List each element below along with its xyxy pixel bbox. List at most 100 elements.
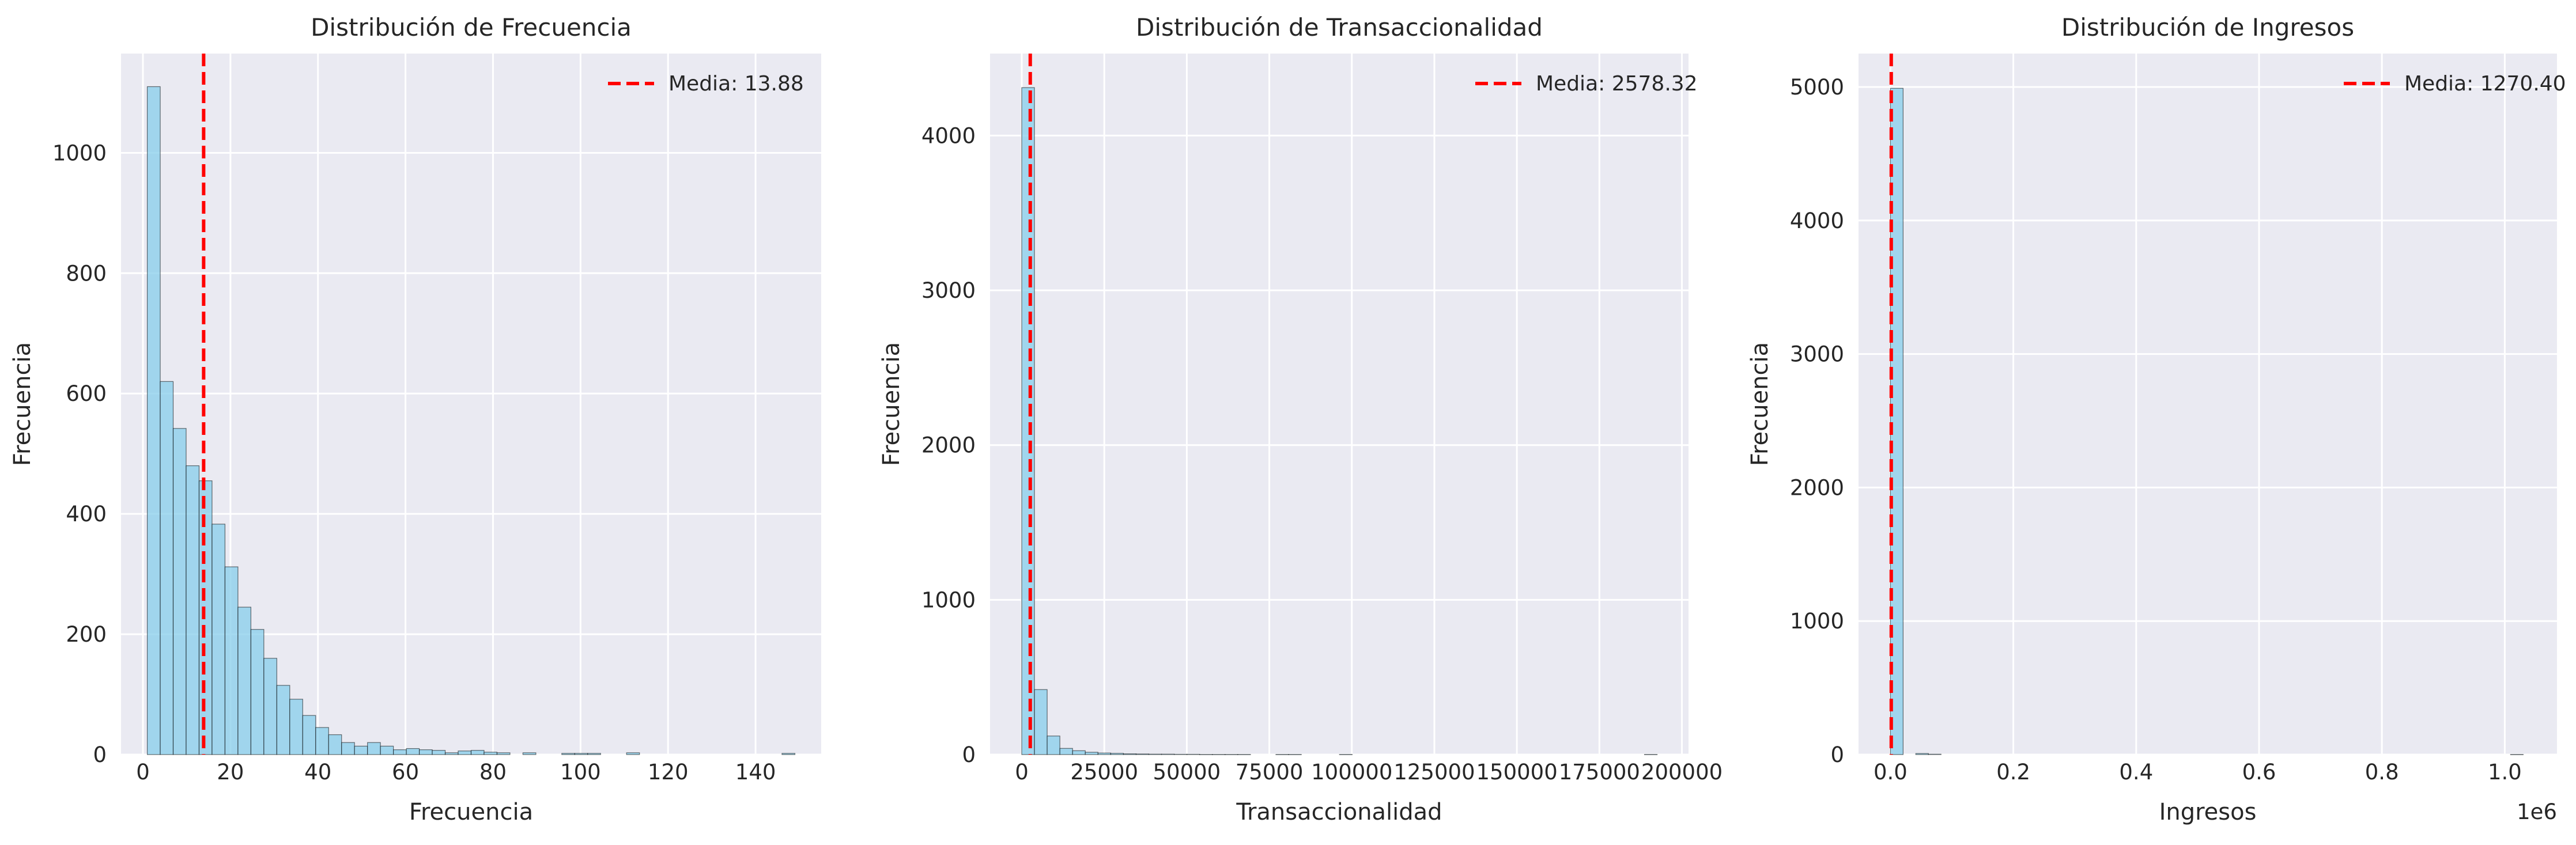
histogram-bar bbox=[1072, 750, 1086, 755]
x-tick-label: 175000 bbox=[1559, 760, 1640, 785]
x-tick-label: 125000 bbox=[1393, 760, 1475, 785]
histogram-bar bbox=[484, 752, 498, 755]
histogram-bar bbox=[1123, 753, 1137, 755]
histogram-bar bbox=[250, 629, 265, 755]
histogram-bar bbox=[160, 381, 174, 755]
y-axis-label: Frecuencia bbox=[9, 342, 36, 466]
y-tick-label: 600 bbox=[66, 381, 107, 406]
histogram-bar bbox=[1161, 753, 1175, 755]
histogram-bar bbox=[380, 745, 394, 755]
y-tick-label: 1000 bbox=[921, 588, 976, 612]
x-tick-label: 40 bbox=[304, 760, 331, 785]
y-tick-label: 1000 bbox=[52, 141, 107, 165]
legend-mean-label: Media: 2578.32 bbox=[1536, 72, 1698, 96]
histogram-bar bbox=[1021, 87, 1035, 755]
histogram-bar bbox=[367, 742, 381, 755]
x-tick-label: 120 bbox=[648, 760, 689, 785]
histogram-bar bbox=[315, 727, 329, 755]
x-axis-label: Frecuencia bbox=[409, 799, 533, 825]
x-tick-label: 1.0 bbox=[2488, 760, 2522, 785]
x-tick-label: 50000 bbox=[1153, 760, 1221, 785]
histogram-bar bbox=[1034, 689, 1048, 755]
y-tick-label: 3000 bbox=[921, 278, 976, 303]
chart-panel-2: Media: 2578.32 0 25000 50000 75000 100000 1250… bbox=[878, 13, 1723, 825]
x-tick-label: 100 bbox=[560, 760, 601, 785]
x-tick-label: 25000 bbox=[1070, 760, 1138, 785]
histogram-bar bbox=[186, 465, 200, 755]
histogram-bar bbox=[574, 753, 588, 755]
x-offset-label: 1e6 bbox=[2517, 799, 2557, 824]
x-tick-label: 20 bbox=[217, 760, 244, 785]
histogram-bar bbox=[1135, 753, 1150, 755]
x-axis-label: Ingresos bbox=[2159, 799, 2257, 825]
histogram-bar bbox=[224, 566, 239, 755]
histogram-bar bbox=[418, 749, 433, 755]
histogram-bar bbox=[587, 753, 601, 755]
y-tick-label: 0 bbox=[93, 742, 107, 767]
histogram-bar bbox=[522, 752, 537, 755]
histogram-bar bbox=[1085, 752, 1098, 755]
histogram-bar bbox=[237, 607, 251, 755]
histogram-bar bbox=[781, 753, 796, 755]
histogram-bar bbox=[561, 753, 575, 755]
x-tick-label: 0 bbox=[1015, 760, 1029, 785]
chart-panel-1: Media: 13.88 0 20 40 60 80 100 120 140 0 200 400 600… bbox=[9, 13, 821, 825]
histogram-bar bbox=[458, 751, 472, 755]
y-tick-label: 0 bbox=[1830, 742, 1844, 767]
y-tick-label: 200 bbox=[66, 622, 107, 647]
histogram-bar bbox=[393, 749, 407, 755]
legend-mean-label: Media: 13.88 bbox=[668, 72, 804, 96]
histogram-bar bbox=[341, 742, 355, 755]
chart-title: Distribución de Transaccionalidad bbox=[1136, 13, 1543, 41]
y-tick-label: 0 bbox=[962, 742, 976, 767]
histogram-bar bbox=[146, 86, 161, 755]
histogram-bar bbox=[172, 428, 187, 755]
histogram-bar bbox=[1110, 753, 1124, 755]
x-tick-label: 0.0 bbox=[1874, 760, 1908, 785]
chart-title: Distribución de Frecuencia bbox=[311, 13, 632, 41]
histogram-bar bbox=[276, 685, 290, 755]
chart-title: Distribución de Ingresos bbox=[2061, 13, 2354, 41]
histogram-bar bbox=[496, 752, 511, 755]
histogram-bar bbox=[626, 752, 640, 755]
x-tick-label: 150000 bbox=[1476, 760, 1558, 785]
y-tick-label: 1000 bbox=[1790, 609, 1844, 634]
x-tick-label: 0.6 bbox=[2242, 760, 2276, 785]
histogram-bar bbox=[198, 480, 213, 755]
histogram-bar bbox=[432, 750, 446, 755]
histogram-bar bbox=[1174, 753, 1188, 755]
plot-area bbox=[1859, 54, 2557, 755]
histogram-bar bbox=[328, 734, 342, 755]
y-tick-label: 4000 bbox=[921, 123, 976, 148]
chart-panel-3: Media: 1270.40 0.0 0.2 0.4 0.6 0.8 1.0 0 1000 200… bbox=[1747, 13, 2566, 825]
legend-mean-label: Media: 1270.40 bbox=[2404, 72, 2566, 96]
x-tick-label: 100000 bbox=[1311, 760, 1392, 785]
y-tick-label: 800 bbox=[66, 261, 107, 286]
x-axis-label: Transaccionalidad bbox=[1236, 799, 1442, 825]
histogram-bar bbox=[1148, 753, 1162, 755]
histogram-bar bbox=[1097, 752, 1111, 755]
y-tick-label: 5000 bbox=[1790, 75, 1844, 100]
histogram-bar bbox=[1047, 736, 1060, 755]
x-tick-label: 75000 bbox=[1236, 760, 1304, 785]
histogram-bar bbox=[406, 748, 420, 755]
histogram-bar bbox=[302, 715, 316, 755]
y-tick-label: 2000 bbox=[1790, 475, 1844, 500]
histogram-bar bbox=[211, 524, 226, 755]
plot-area bbox=[990, 54, 1689, 755]
histogram-bar bbox=[1915, 753, 1929, 755]
y-tick-label: 4000 bbox=[1790, 209, 1844, 233]
y-axis-label: Frecuencia bbox=[878, 342, 905, 466]
x-tick-label: 60 bbox=[392, 760, 419, 785]
histogram-bar bbox=[1928, 753, 1942, 755]
y-axis-label: Frecuencia bbox=[1747, 342, 1773, 466]
x-tick-label: 140 bbox=[735, 760, 776, 785]
x-tick-label: 0 bbox=[136, 760, 150, 785]
x-tick-label: 0.4 bbox=[2119, 760, 2153, 785]
y-tick-label: 400 bbox=[66, 502, 107, 526]
x-tick-label: 200000 bbox=[1641, 760, 1723, 785]
histogram-bar bbox=[1890, 88, 1903, 755]
histogram-bar bbox=[354, 745, 368, 755]
y-tick-label: 3000 bbox=[1790, 342, 1844, 367]
